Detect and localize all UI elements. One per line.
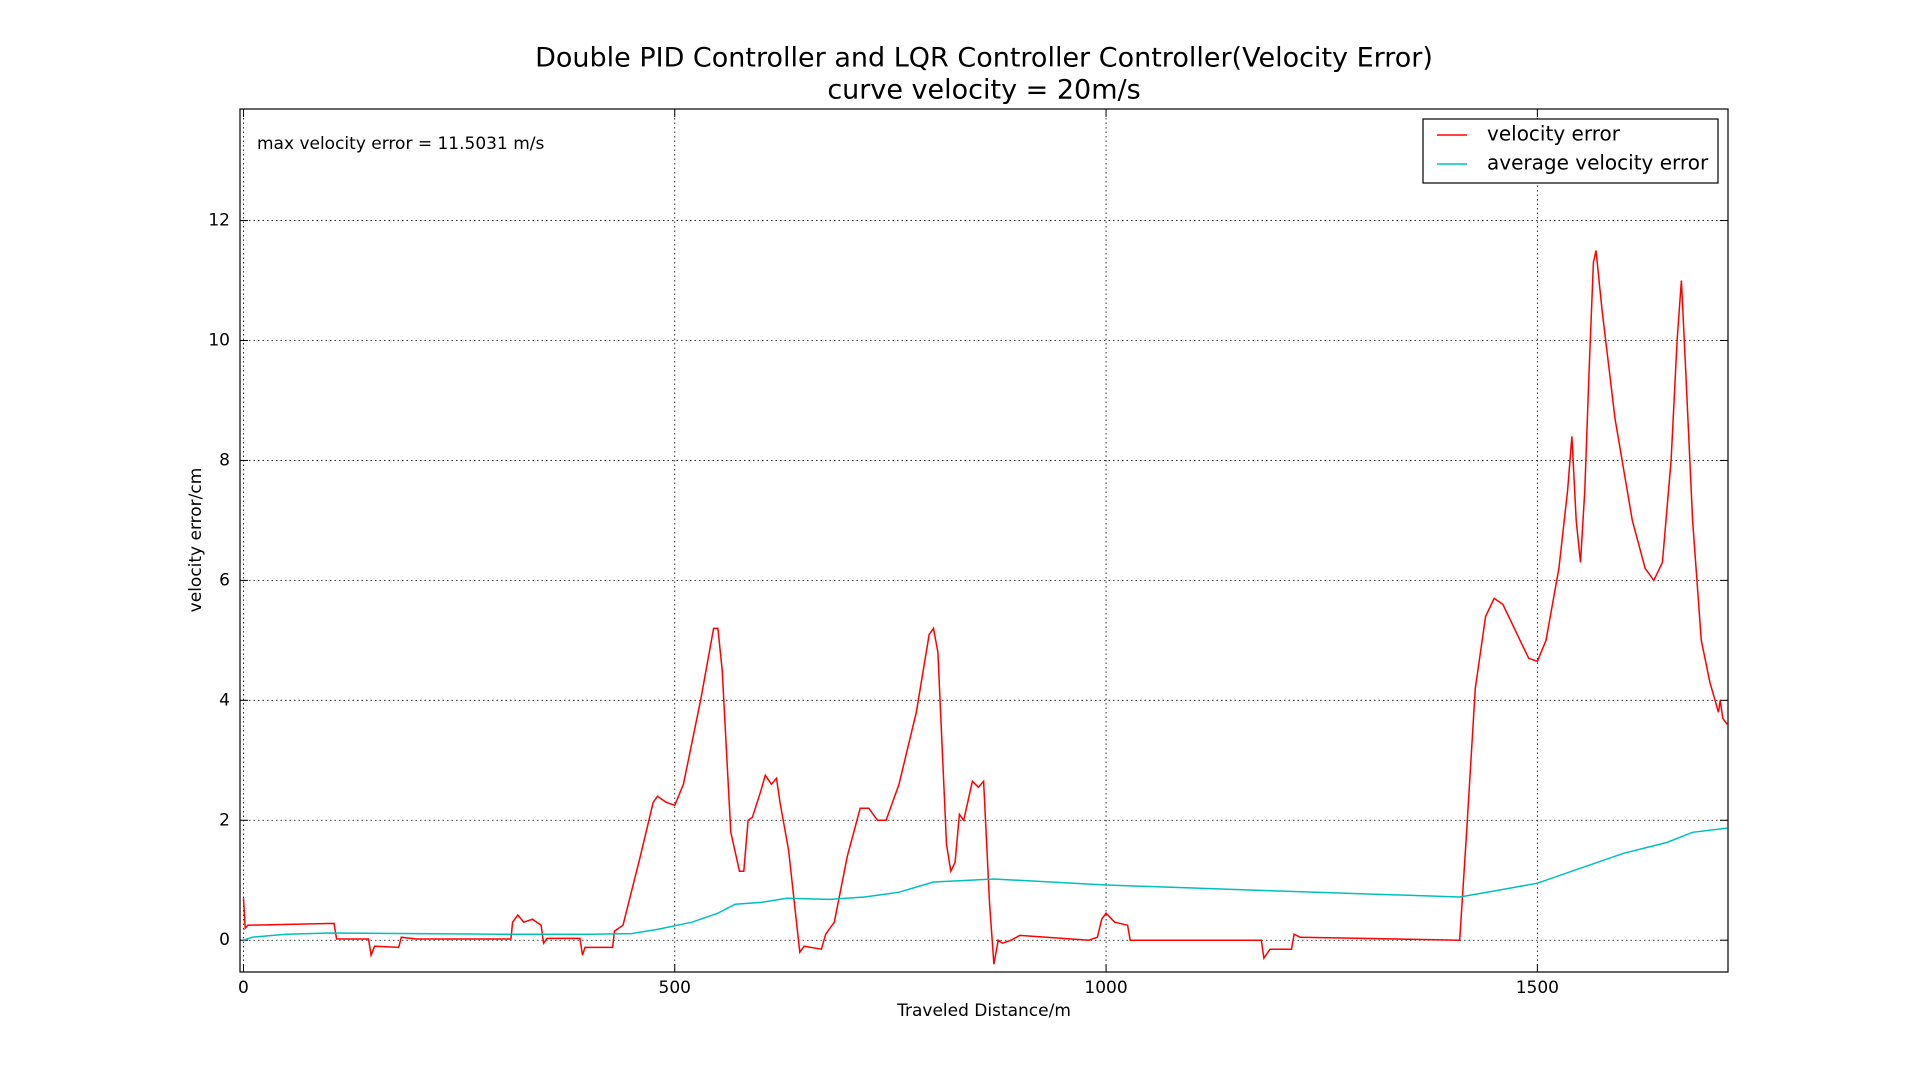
data-line — [242, 250, 1728, 965]
y-axis-label: velocity error/cm — [186, 468, 206, 613]
chart-subtitle: curve velocity = 20m/s — [827, 75, 1140, 106]
y-tick-label: 2 — [219, 810, 230, 830]
x-tick-label: 0 — [238, 978, 249, 998]
y-tick-label: 10 — [208, 330, 230, 350]
y-tick-label: 0 — [219, 930, 230, 950]
x-tick-label: 500 — [659, 978, 691, 998]
x-tick-label: 1500 — [1516, 978, 1559, 998]
plot-frame — [239, 108, 1729, 973]
legend-label: velocity error — [1487, 122, 1621, 146]
x-axis-label: Traveled Distance/m — [896, 1001, 1071, 1021]
y-tick-label: 12 — [208, 211, 230, 231]
y-tick-label: 8 — [219, 450, 230, 470]
data-line — [243, 827, 1728, 941]
chart-title: Double PID Controller and LQR Controller… — [535, 43, 1433, 74]
y-tick-label: 6 — [219, 570, 230, 590]
x-tick-label: 1000 — [1084, 978, 1127, 998]
legend-box — [1422, 118, 1719, 184]
y-tick-label: 4 — [219, 690, 230, 710]
annotation: max velocity error = 11.5031 m/s — [257, 134, 544, 154]
legend-label: average velocity error — [1487, 151, 1709, 175]
